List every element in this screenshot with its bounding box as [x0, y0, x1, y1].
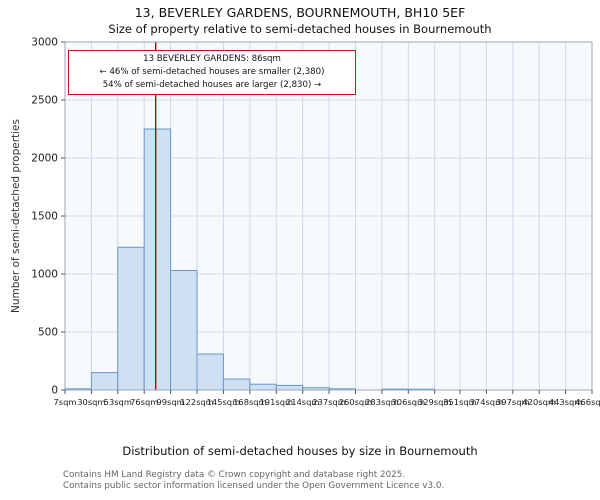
histogram-bar [117, 246, 145, 391]
x-tick-label: 53sqm [104, 397, 132, 407]
y-tick-label: 2500 [31, 95, 58, 107]
y-tick-label: 1000 [31, 269, 58, 281]
x-tick-label: 168sqm [233, 397, 267, 407]
x-tick-label: 306sqm [392, 397, 426, 407]
x-tick-label: 283sqm [365, 397, 399, 407]
annotation-smaller-text: ← 46% of semi-detached houses are smalle… [99, 66, 325, 77]
x-tick-label: 374sqm [470, 397, 504, 407]
histogram-bar [249, 383, 277, 391]
x-tick-label: 191sqm [260, 397, 294, 407]
x-tick-label: 145sqm [207, 397, 241, 407]
chart-subtitle: Size of property relative to semi-detach… [108, 22, 492, 36]
x-tick-label: 122sqm [180, 397, 214, 407]
histogram-bar [275, 384, 304, 391]
y-tick-label: 3000 [31, 37, 58, 49]
x-tick-label: 466sqm [575, 397, 600, 407]
annotation-larger-text: 54% of semi-detached houses are larger (… [102, 79, 322, 90]
x-tick-label: 7sqm [54, 397, 77, 407]
annotation-title: 13 BEVERLEY GARDENS: 86sqm [143, 54, 281, 64]
x-tick-label: 420sqm [522, 397, 556, 407]
y-tick-label: 2000 [31, 153, 58, 165]
chart-title: 13, BEVERLEY GARDENS, BOURNEMOUTH, BH10 … [134, 5, 466, 20]
x-tick-label: 99sqm [156, 397, 184, 407]
footer-attribution: Contains HM Land Registry data © Crown c… [63, 470, 600, 492]
y-tick-label: 1500 [31, 211, 58, 223]
x-axis-label: Distribution of semi-detached houses by … [122, 444, 478, 458]
histogram-bar [196, 353, 224, 391]
x-tick-label: 214sqm [286, 397, 320, 407]
histogram-bar [143, 128, 172, 391]
y-tick-label: 500 [38, 327, 58, 339]
x-tick-label: 260sqm [339, 397, 373, 407]
x-tick-label: 397sqm [496, 397, 530, 407]
x-tick-label: 237sqm [312, 397, 346, 407]
footer-attribution-2: Contains public sector information licen… [63, 480, 445, 491]
histogram-bar [90, 372, 119, 391]
histogram-bar [222, 378, 251, 391]
x-tick-label: 443sqm [549, 397, 583, 407]
x-tick-label: 30sqm [77, 397, 105, 407]
x-tick-label: 351sqm [443, 397, 477, 407]
footer-attribution-1: Contains HM Land Registry data © Crown c… [63, 470, 406, 480]
x-tick-label: 76sqm [130, 397, 158, 407]
x-tick-label: 329sqm [418, 397, 452, 407]
histogram-bar [170, 270, 198, 391]
y-tick-label: 0 [51, 385, 58, 397]
annotation-box: 13 BEVERLEY GARDENS: 86sqm ← 46% of semi… [68, 50, 356, 95]
